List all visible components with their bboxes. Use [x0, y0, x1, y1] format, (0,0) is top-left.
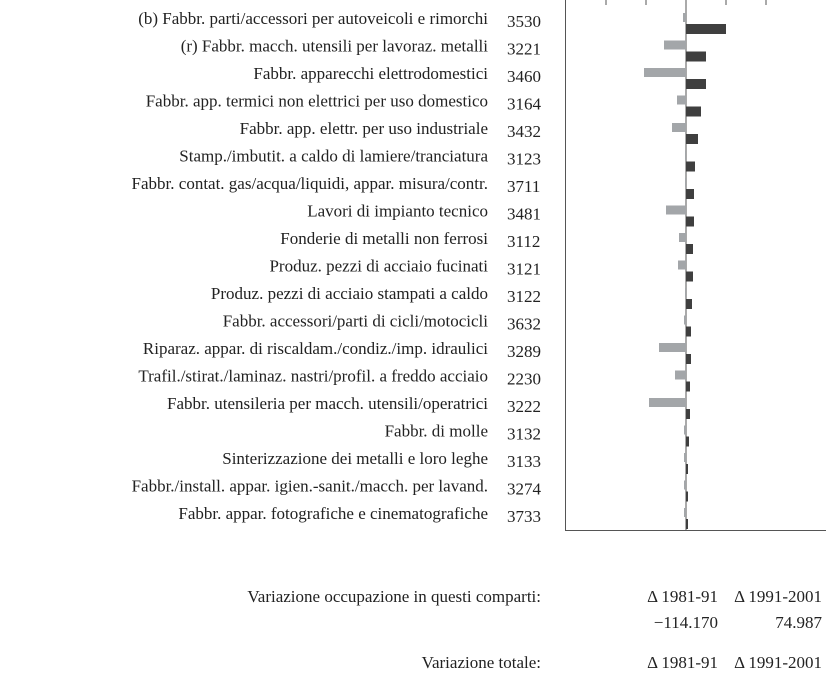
code-label: 3123 — [507, 149, 541, 168]
category-label: Sinterizzazione dei metalli e loro leghe — [222, 449, 488, 468]
code-label: 3121 — [507, 259, 541, 278]
summary-header: Δ 1981-91 — [647, 587, 718, 606]
bar — [684, 315, 686, 325]
code-label: 3460 — [507, 67, 541, 86]
category-label: Fabbr. apparecchi elettrodomestici — [253, 64, 488, 83]
category-label: Trafil./stirat./laminaz. nastri/profil. … — [138, 366, 488, 385]
bar — [686, 381, 690, 392]
bar — [685, 288, 686, 297]
category-label: Riparaz. appar. di riscaldam./condiz./im… — [143, 339, 488, 358]
bar — [672, 123, 686, 132]
category-label: (r) Fabbr. macch. utensili per lavoraz. … — [181, 36, 489, 55]
code-label: 3481 — [507, 204, 541, 223]
category-label: Fabbr. accessori/parti di cicli/motocicl… — [223, 311, 489, 330]
bar — [684, 425, 686, 435]
bar — [678, 260, 686, 270]
code-label: 3733 — [507, 507, 541, 526]
bar — [685, 178, 686, 187]
category-label: Fonderie di metalli non ferrosi — [280, 229, 488, 248]
code-label: 3164 — [507, 94, 542, 113]
bar — [686, 244, 693, 254]
bar — [677, 95, 686, 105]
bar — [685, 150, 686, 160]
bar — [686, 326, 691, 337]
category-label: Fabbr. di molle — [385, 421, 488, 440]
category-label: Fabbr. app. elettr. per uso industriale — [240, 119, 488, 138]
code-label: 2230 — [507, 369, 541, 388]
code-label: 3632 — [507, 314, 541, 333]
code-label: 3221 — [507, 39, 541, 58]
category-label: Lavori di impianto tecnico — [307, 201, 488, 220]
bar — [686, 51, 706, 62]
bar — [686, 79, 706, 89]
code-label: 3289 — [507, 342, 541, 361]
bar — [686, 491, 688, 502]
code-label: 3132 — [507, 424, 541, 443]
code-label: 3222 — [507, 397, 541, 416]
bar — [686, 24, 726, 34]
category-label: Stamp./imbutit. a caldo di lamiere/tranc… — [179, 146, 488, 165]
summary-figure: −114.170 — [654, 613, 718, 632]
category-label: Produz. pezzi di acciaio stampati a cald… — [211, 284, 488, 303]
bar — [686, 216, 694, 227]
bar — [675, 370, 686, 380]
bar — [666, 205, 686, 215]
bar — [686, 354, 691, 364]
code-label: 3112 — [507, 232, 540, 251]
category-label: Fabbr. app. termici non elettrici per us… — [146, 91, 488, 110]
summary-header: Δ 1991-2001 — [734, 587, 822, 606]
category-label: Fabbr./install. appar. igien.-sanit./mac… — [132, 476, 488, 495]
bar — [664, 40, 686, 50]
bar — [644, 68, 686, 77]
category-label: Fabbr. utensileria per macch. utensili/o… — [167, 394, 488, 413]
bar — [686, 436, 689, 447]
bar — [684, 480, 686, 490]
bar — [683, 13, 686, 22]
bar — [684, 508, 686, 517]
category-label: Fabbr. appar. fotografiche e cinematogra… — [178, 504, 488, 523]
summary-header: Δ 1981-91 — [647, 653, 718, 672]
bar — [684, 453, 686, 462]
bar — [686, 299, 692, 309]
summary-header: Δ 1991-2001 — [734, 653, 822, 672]
code-label: 3711 — [507, 177, 540, 196]
bar — [679, 233, 686, 242]
code-label: 3133 — [507, 452, 541, 471]
code-label: 3274 — [507, 479, 542, 498]
bar — [686, 161, 695, 172]
summary-label: Variazione occupazione in questi compart… — [247, 587, 541, 606]
bar — [686, 134, 698, 144]
bar — [686, 519, 688, 529]
category-label: Produz. pezzi di acciaio fucinati — [269, 256, 488, 275]
bar — [686, 271, 693, 282]
category-label: (b) Fabbr. parti/accessori per autoveico… — [138, 9, 488, 28]
category-label: Fabbr. contat. gas/acqua/liquidi, appar.… — [132, 174, 488, 193]
bar — [659, 343, 686, 352]
code-label: 3122 — [507, 287, 541, 306]
bar — [686, 189, 694, 199]
bar — [686, 409, 690, 419]
bar — [649, 398, 686, 407]
summary-figure: 74.987 — [775, 613, 822, 632]
summary-label: Variazione totale: — [422, 653, 541, 672]
bar — [686, 106, 701, 117]
code-label: 3530 — [507, 12, 541, 31]
code-label: 3432 — [507, 122, 541, 141]
bar — [686, 464, 688, 474]
